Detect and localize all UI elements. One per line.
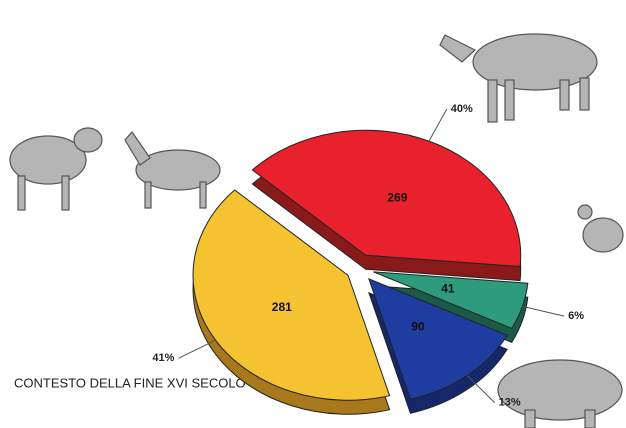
leader-line [178, 339, 216, 359]
chart-title: CONTESTO DELLA FINE XVI SECOLO [14, 375, 246, 390]
goat-icon [124, 131, 221, 209]
percent-label: 40% [451, 103, 473, 115]
slice-value-label: 269 [387, 190, 407, 204]
slice [368, 277, 508, 400]
slice [373, 271, 529, 329]
percent-label: 41% [152, 352, 174, 364]
slice-value-label: 281 [272, 300, 292, 314]
cow-icon [439, 33, 598, 123]
slice [251, 129, 522, 268]
leader-line [522, 305, 565, 317]
slice [192, 189, 391, 401]
sheep-icon [9, 127, 103, 211]
pig-icon [497, 359, 623, 428]
leader-line [466, 375, 495, 403]
percent-label: 13% [499, 396, 521, 408]
slice-value-label: 41 [441, 281, 455, 295]
leader-line [428, 108, 448, 142]
animal-icons [9, 33, 624, 428]
hen-icon [577, 204, 624, 253]
percent-label: 6% [568, 310, 584, 322]
slice-value-label: 90 [411, 319, 425, 333]
